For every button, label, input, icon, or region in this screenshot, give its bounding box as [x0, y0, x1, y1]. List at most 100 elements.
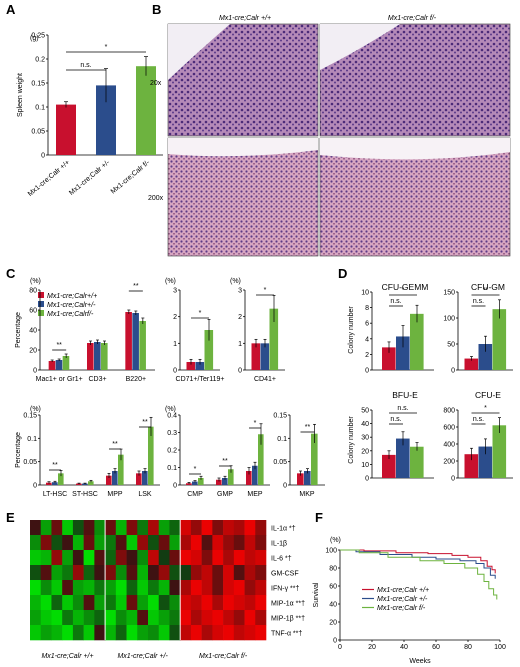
heatmap-cell: [233, 565, 245, 581]
sig-label: *: [484, 405, 487, 412]
heatmap-cell: [255, 520, 267, 536]
heatmap-cell: [72, 610, 84, 626]
bar: [204, 330, 214, 370]
y-tick-label: 10: [361, 290, 369, 297]
heatmap-group-label: Mx1-cre;Calr f/-: [199, 653, 248, 660]
heatmap-row-label: IFN-γ **†: [271, 586, 300, 593]
y-tick-label: 10: [361, 462, 369, 469]
heatmap-cell: [40, 520, 52, 536]
heatmap-cell: [72, 625, 84, 641]
bar: [76, 483, 82, 485]
bar: [46, 482, 52, 485]
heatmap-cell: [51, 535, 63, 551]
sig-label: *: [264, 287, 267, 294]
heatmap-row-label: MIP-1α **†: [271, 601, 305, 608]
heatmap-group-label: Mx1-cre;Calr +/+: [41, 653, 93, 660]
heatmap-cell: [51, 580, 63, 596]
legend-label: Mx1-cre;Calr +/-: [377, 596, 428, 603]
panel-c5-chart: 0 0.1 0.2 0.3 0.4: [167, 413, 270, 490]
heatmap-cell: [255, 625, 267, 641]
panel-b-row2: 200x: [148, 195, 164, 202]
bar: [112, 471, 118, 485]
bar: [492, 425, 507, 478]
x-tick-label: 60: [432, 644, 440, 651]
heatmap-cell: [137, 610, 149, 626]
y-tick-label: 8: [365, 305, 369, 312]
heatmap-cell: [115, 520, 127, 536]
y-tick-label: 6: [365, 321, 369, 328]
sig-label: n.s.: [397, 405, 408, 412]
heatmap-cell: [30, 565, 42, 581]
heatmap-cell: [126, 520, 138, 536]
x-category-label: CD41+: [254, 376, 276, 383]
heatmap-cell: [169, 535, 181, 551]
heatmap-cell: [148, 565, 160, 581]
panel-c4-chart: 0 0.05 0.1 0.15: [23, 413, 160, 490]
heatmap-cell: [94, 610, 106, 626]
heatmap-cell: [244, 625, 256, 641]
heatmap-cell: [115, 580, 127, 596]
panel-e-label: E: [6, 510, 15, 525]
bar: [269, 308, 279, 370]
panel-d-ylabel-2: Colony number: [348, 416, 355, 464]
bar: [396, 336, 410, 370]
heatmap-cell: [30, 520, 42, 536]
ns-label: n.s.: [390, 298, 401, 305]
sig-label: **: [222, 458, 228, 465]
sig-label: **: [52, 462, 58, 469]
bar: [106, 475, 112, 485]
heatmap-cell: [233, 625, 245, 641]
legend-label: Mx1-cre;Calr +/+: [377, 587, 429, 594]
heatmap-cell: [115, 625, 127, 641]
heatmap-cell: [180, 625, 192, 641]
heatmap-cell: [169, 610, 181, 626]
bar: [304, 471, 311, 485]
y-tick-label: 2: [365, 352, 369, 359]
heatmap-cell: [201, 535, 213, 551]
heatmap-cell: [83, 535, 95, 551]
heatmap-cell: [190, 595, 202, 611]
bar: [139, 321, 146, 370]
y-tick-label: 30: [361, 435, 369, 442]
heatmap-cell: [212, 580, 224, 596]
heatmap-cell: [137, 535, 149, 551]
panel-d-chart: 0 200 400 600 800: [443, 408, 513, 483]
panel-c5-unit: (%): [165, 406, 176, 413]
x-tick-label: 0: [338, 644, 342, 651]
heatmap-cell: [223, 565, 235, 581]
panel-c-ylabel-1: Percentage: [15, 312, 22, 348]
heatmap-cell: [126, 550, 138, 566]
heatmap-cell: [201, 580, 213, 596]
bar: [198, 478, 204, 485]
heatmap-cell: [40, 610, 52, 626]
y-tick-label: 0: [365, 368, 369, 375]
bar: [125, 312, 132, 370]
heatmap-cell: [223, 520, 235, 536]
heatmap-cell: [40, 625, 52, 641]
x-category-label: CD3+: [88, 376, 106, 383]
x-category-label: MPP: [107, 491, 123, 498]
heatmap-cell: [180, 595, 192, 611]
y-tick-label: 60: [29, 308, 37, 315]
y-tick-label: 3: [173, 288, 177, 295]
heatmap-cell: [190, 535, 202, 551]
y-tick-label: 0.1: [35, 105, 45, 112]
heatmap-cell: [72, 535, 84, 551]
heatmap-cell: [255, 550, 267, 566]
panel-c-unit-1: (%): [30, 278, 41, 285]
heatmap-cell: [190, 565, 202, 581]
heatmap-cell: [62, 595, 74, 611]
heatmap-cell: [180, 580, 192, 596]
heatmap-cell: [62, 550, 74, 566]
d-chart-title: CFU-E: [475, 390, 501, 400]
bar: [252, 465, 258, 485]
y-tick-label: 0: [173, 483, 177, 490]
heatmap-cell: [72, 580, 84, 596]
heatmap-cell: [212, 595, 224, 611]
heatmap-row-label: IL-6 *†: [271, 556, 292, 563]
bar: [192, 481, 198, 485]
heatmap-cell: [201, 610, 213, 626]
heatmap-cell: [244, 610, 256, 626]
bar: [410, 313, 424, 370]
heatmap-cell: [223, 550, 235, 566]
